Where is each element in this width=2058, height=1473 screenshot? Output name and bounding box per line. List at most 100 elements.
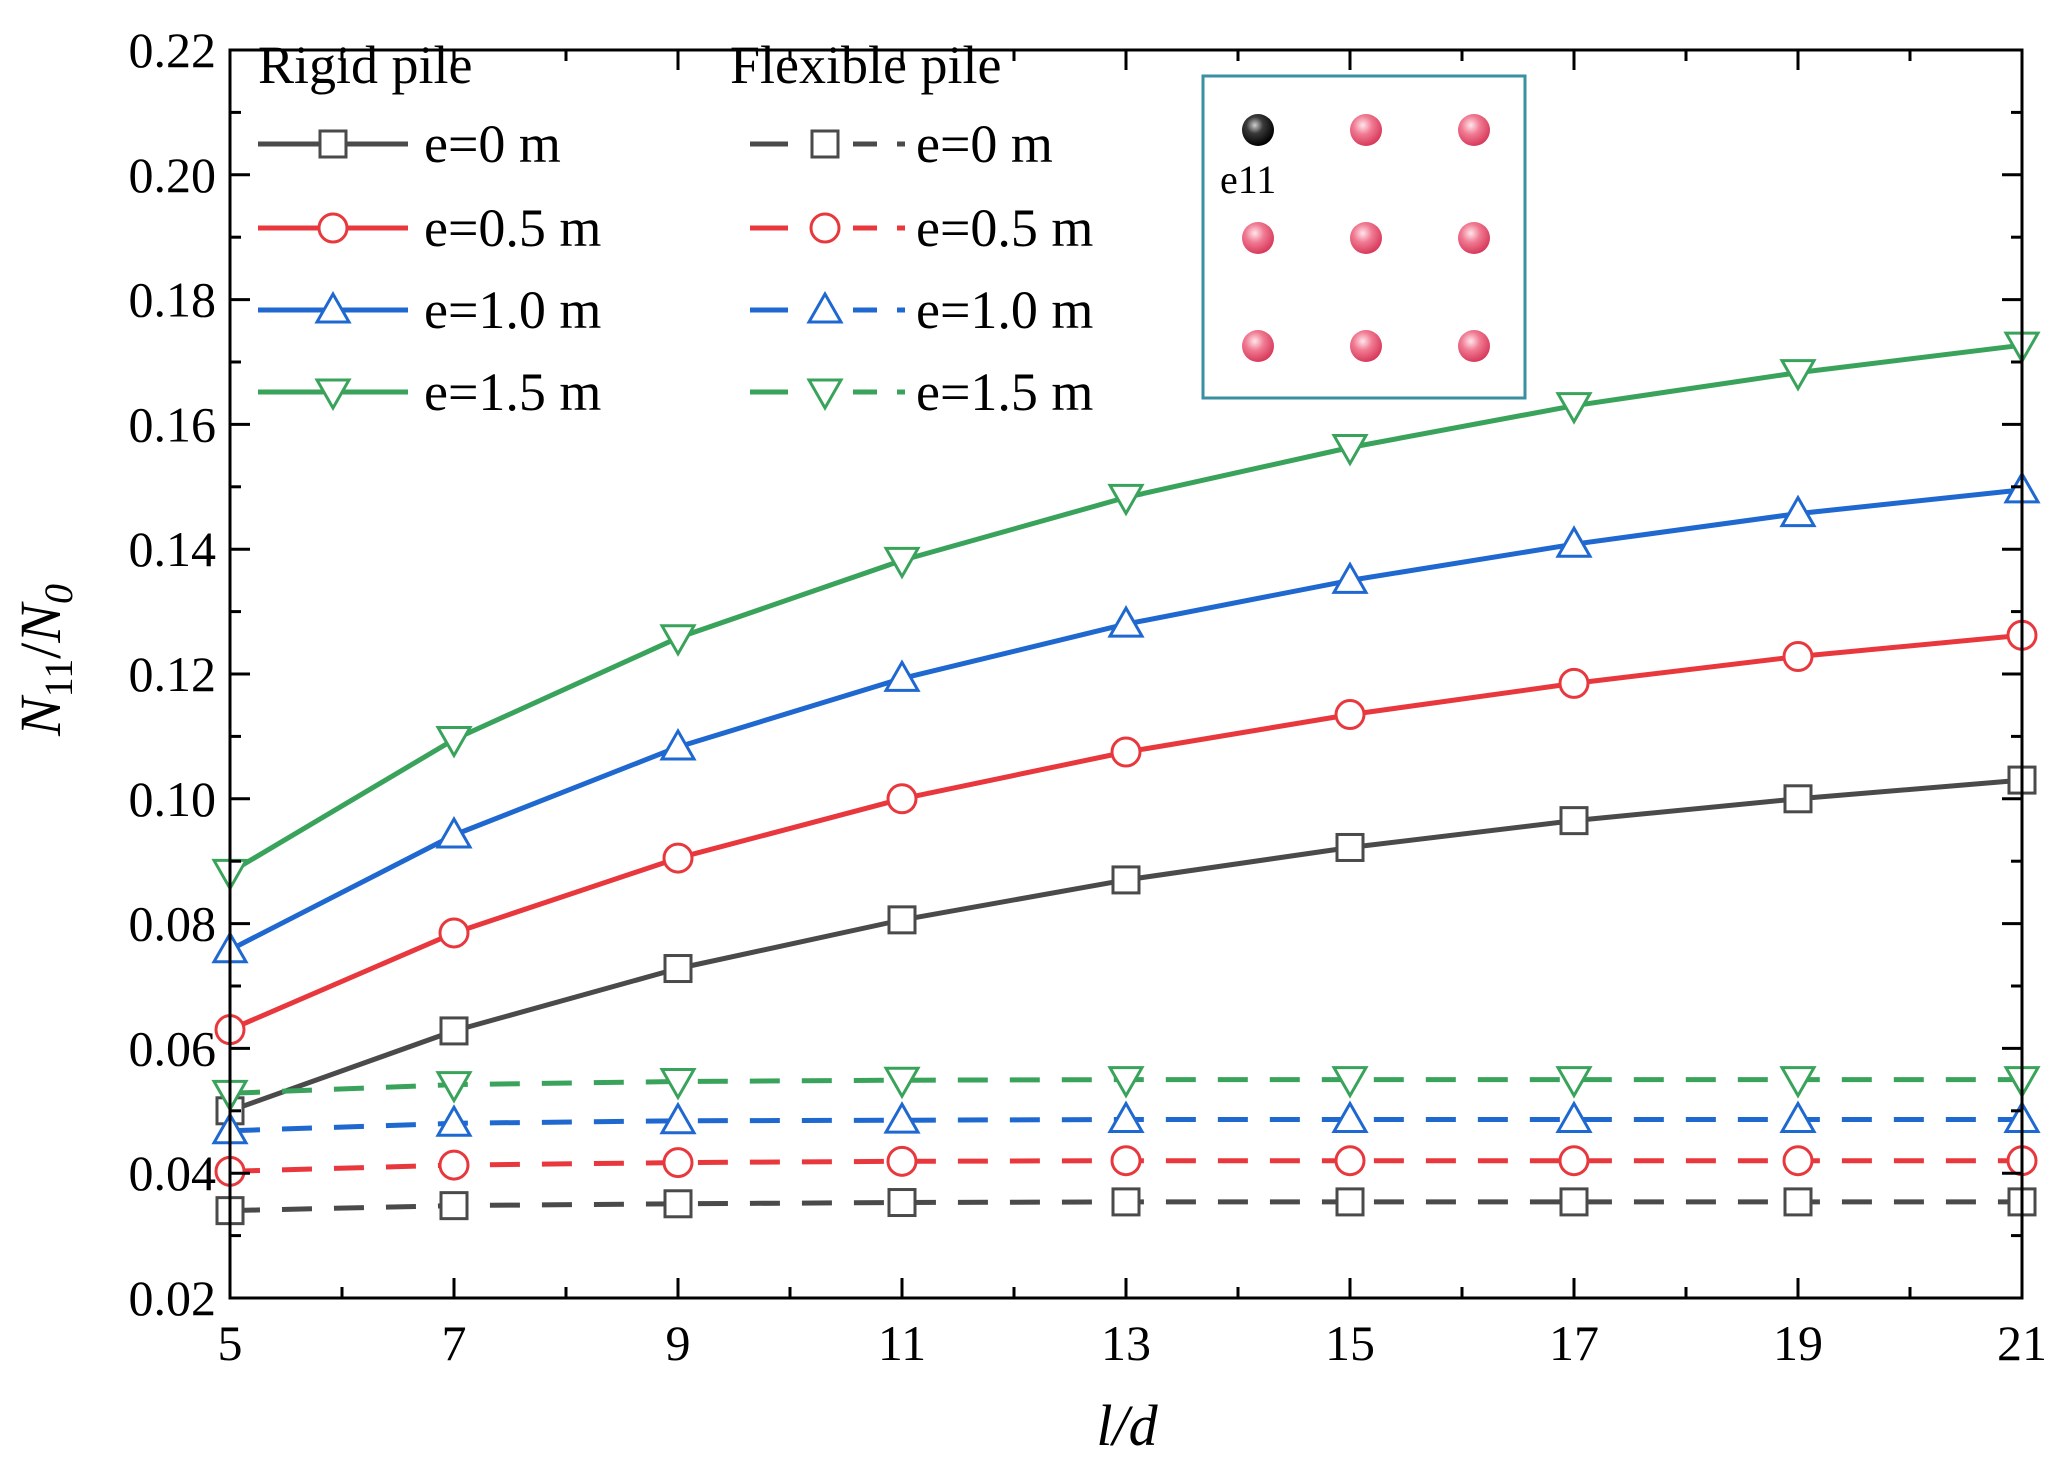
pile	[1350, 114, 1382, 146]
data-point-rigid-e-1-5-m-x11	[883, 546, 921, 580]
data-point-flexible-e-1-5-m-x19	[1779, 1066, 1817, 1099]
legend-entries: e=0 m e=0.5 m e=1.0 m e=1.5 m e=0 m e=0.5 m e=…	[258, 114, 1093, 422]
data-point-rigid-e-0-m-x9	[663, 954, 693, 984]
data-point-rigid-e-0-5-m-x15	[1334, 699, 1366, 731]
data-point-rigid-e-0-5-m-x11	[886, 783, 918, 815]
legend-label: e=1.0 m	[424, 280, 601, 340]
y-axis-title-numerator-sub: 11	[36, 659, 81, 698]
legend-entry-rigid-e-1-5-m: e=1.5 m	[258, 362, 601, 422]
data-point-rigid-e-1-5-m-x9	[659, 624, 697, 657]
y-axis-title: N11/N0	[8, 584, 81, 737]
series-rigid-e-0-5-m	[214, 619, 2038, 1046]
data-point-rigid-e-1-0-m-x15	[1331, 561, 1369, 594]
pile	[1350, 222, 1382, 254]
y-tick-label-0.08: 0.08	[129, 896, 217, 952]
data-point-flexible-e-1-5-m-x7	[435, 1071, 473, 1104]
pile	[1242, 222, 1274, 254]
x-tick-label-17: 17	[1549, 1315, 1599, 1371]
data-point-flexible-e-0-m-x9	[663, 1189, 693, 1219]
data-point-rigid-e-1-0-m-x17	[1555, 525, 1593, 558]
data-point-flexible-e-0-m-x15	[1335, 1187, 1365, 1217]
legend-entry-rigid-e-1-0-m: e=1.0 m	[258, 280, 601, 340]
legend-marker	[806, 378, 844, 412]
data-point-rigid-e-1-5-m-x17	[1555, 392, 1593, 425]
x-tick-label-15: 15	[1325, 1315, 1375, 1371]
legend-marker	[314, 290, 352, 324]
data-point-rigid-e-0-m-x13	[1111, 865, 1141, 895]
legend-label: e=0 m	[916, 114, 1053, 174]
y-axis-title-denominator: N	[8, 601, 73, 644]
data-point-flexible-e-1-0-m-x9	[659, 1101, 697, 1135]
inset-label: e11	[1220, 157, 1276, 202]
legend-marker	[810, 129, 840, 159]
y-tick-label-0.14: 0.14	[129, 521, 217, 577]
x-tick-label-19: 19	[1773, 1315, 1823, 1371]
data-point-flexible-e-1-0-m-x15	[1331, 1100, 1369, 1134]
data-point-rigid-e-1-0-m-x19	[1779, 494, 1817, 528]
data-point-flexible-e-1-0-m-x17	[1555, 1100, 1593, 1134]
data-point-flexible-e-1-5-m-x9	[659, 1067, 697, 1101]
inset-piles	[1242, 114, 1490, 362]
series-flexible-e-0-5-m	[214, 1145, 2038, 1187]
legend-entry-flexible-e-1-5-m: e=1.5 m	[750, 362, 1093, 422]
data-point-rigid-e-0-m-x11	[887, 905, 917, 935]
data-point-rigid-e-1-5-m-x13	[1107, 483, 1145, 517]
data-point-rigid-e-1-0-m-x9	[659, 727, 697, 761]
data-point-rigid-e-0-5-m-x9	[662, 842, 694, 874]
x-tick-label-9: 9	[666, 1315, 691, 1371]
y-tick-label-0.02: 0.02	[129, 1270, 217, 1326]
pile	[1350, 330, 1382, 362]
legend-entry-flexible-e-0-m: e=0 m	[750, 114, 1053, 174]
y-axis-title-separator: /	[8, 642, 73, 659]
data-point-rigid-e-0-m-x17	[1559, 806, 1589, 836]
data-point-flexible-e-1-0-m-x19	[1779, 1100, 1817, 1134]
pile	[1458, 330, 1490, 362]
legend-label: e=1.5 m	[916, 362, 1093, 422]
legend-marker	[806, 290, 844, 324]
data-point-flexible-e-0-m-x11	[887, 1188, 917, 1218]
y-tick-label-0.12: 0.12	[129, 646, 217, 702]
x-tick-label-13: 13	[1101, 1315, 1151, 1371]
x-axis-title: l/d	[1096, 1393, 1158, 1458]
pile	[1458, 114, 1490, 146]
legend-entry-rigid-e-0-m: e=0 m	[258, 114, 561, 174]
legend-marker	[317, 212, 349, 244]
y-axis-title-denominator-sub: 0	[36, 584, 81, 604]
legend-entry-flexible-e-0-5-m: e=0.5 m	[750, 198, 1093, 258]
legend-group-flexible: Flexible pile	[730, 35, 1001, 95]
data-point-rigid-e-1-5-m-x19	[1779, 359, 1817, 392]
data-point-flexible-e-1-5-m-x15	[1331, 1066, 1369, 1099]
pile-highlighted	[1242, 114, 1274, 146]
x-tick-label-11: 11	[878, 1315, 926, 1371]
legend-entry-rigid-e-0-5-m: e=0.5 m	[258, 198, 601, 258]
legend-marker	[314, 378, 352, 412]
y-tick-label-0.20: 0.20	[129, 147, 217, 203]
data-point-rigid-e-0-m-x19	[1783, 784, 1813, 814]
data-point-flexible-e-1-0-m-x13	[1107, 1100, 1145, 1134]
data-point-rigid-e-1-0-m-x13	[1107, 605, 1145, 638]
data-point-flexible-e-0-5-m-x13	[1110, 1145, 1142, 1177]
x-tick-label-5: 5	[218, 1315, 243, 1371]
data-point-flexible-e-1-5-m-x17	[1555, 1066, 1593, 1099]
y-tick-label-0.16: 0.16	[129, 396, 217, 452]
data-point-flexible-e-0-5-m-x19	[1782, 1145, 1814, 1177]
series-line-rigid-e-0-5-m	[229, 632, 2023, 1032]
data-point-flexible-e-1-0-m-x7	[435, 1104, 473, 1137]
data-point-rigid-e-0-5-m-x17	[1558, 667, 1590, 699]
data-point-rigid-e-1-0-m-x7	[435, 815, 473, 849]
series-line-rigid-e-0-m	[229, 777, 2023, 1114]
pile	[1242, 330, 1274, 362]
data-point-flexible-e-0-m-x7	[439, 1191, 469, 1221]
data-point-flexible-e-1-5-m-x13	[1107, 1066, 1145, 1099]
legend-marker	[809, 212, 841, 244]
data-point-rigid-e-1-5-m-x7	[435, 726, 473, 759]
series-rigid-e-1-0-m	[211, 470, 2041, 964]
y-tick-label-0.04: 0.04	[129, 1145, 217, 1201]
legend-label: e=0.5 m	[916, 198, 1093, 258]
inset-pile-layout: e11	[1201, 74, 1527, 400]
legend-marker	[318, 129, 348, 159]
data-point-rigid-e-0-m-x7	[439, 1016, 469, 1046]
axes-layer: 5 7 9 11 13 15 17 19 21 0.02 0.04 0.06 0.08 0.10 0.12 0…	[129, 22, 2048, 1371]
data-point-rigid-e-0-5-m-x7	[438, 917, 470, 949]
